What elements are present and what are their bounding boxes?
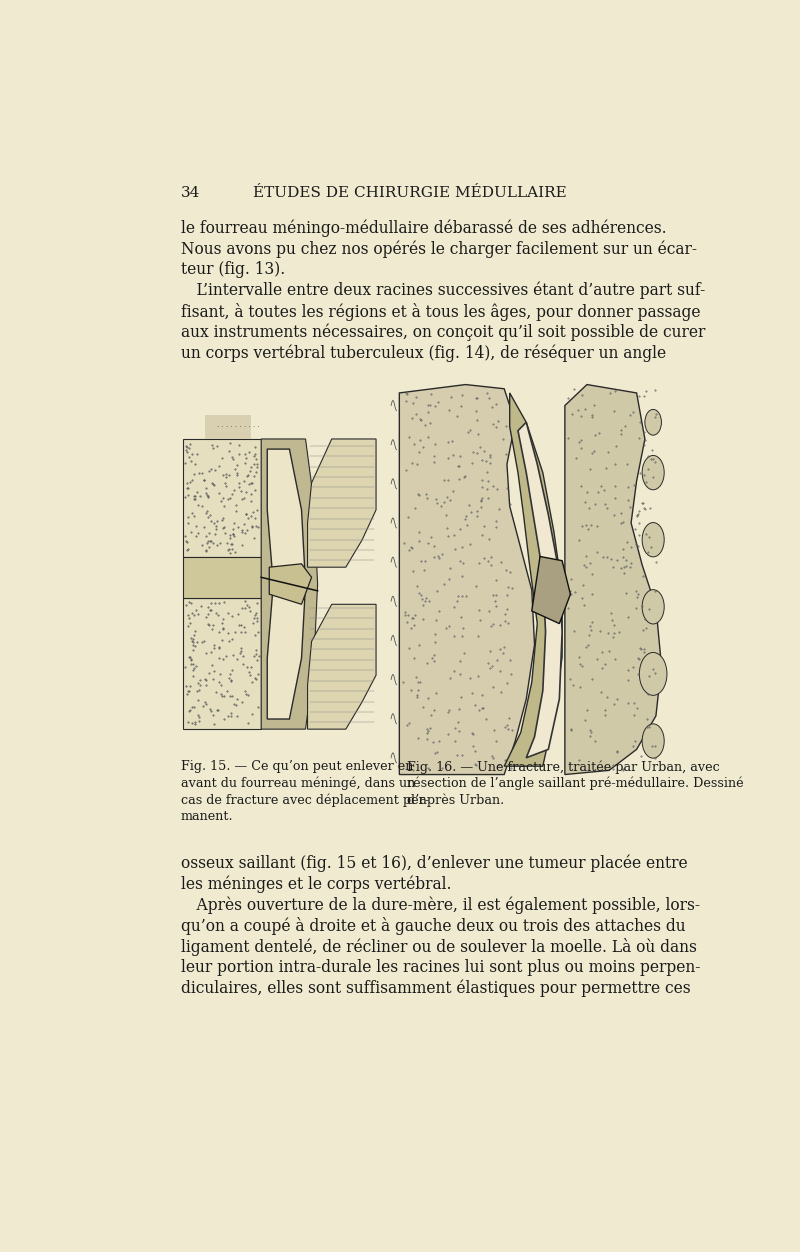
Text: les méninges et le corps vertébral.: les méninges et le corps vertébral. — [181, 875, 451, 893]
Polygon shape — [182, 557, 262, 597]
Polygon shape — [182, 439, 262, 557]
Text: L’intervalle entre deux racines successives étant d’autre part suf-: L’intervalle entre deux racines successi… — [181, 282, 705, 299]
Circle shape — [642, 456, 664, 490]
Text: Après ouverture de la dure-mère, il est également possible, lors-: Après ouverture de la dure-mère, il est … — [181, 896, 699, 914]
Polygon shape — [504, 393, 562, 766]
Text: aux instruments nécessaires, on conçoit qu’il soit possible de curer: aux instruments nécessaires, on conçoit … — [181, 323, 705, 341]
Text: Fig. 15. — Ce qu’on peut enlever en: Fig. 15. — Ce qu’on peut enlever en — [181, 760, 413, 774]
Text: leur portion intra-durale les racines lui sont plus ou moins perpen-: leur portion intra-durale les racines lu… — [181, 959, 700, 975]
Text: avant du fourreau méningé, dans un: avant du fourreau méningé, dans un — [181, 776, 415, 790]
Text: teur (fig. 13).: teur (fig. 13). — [181, 262, 285, 278]
Polygon shape — [399, 384, 534, 775]
Text: ligament dentelé, de récliner ou de soulever la moelle. Là où dans: ligament dentelé, de récliner ou de soul… — [181, 938, 697, 955]
Polygon shape — [205, 416, 251, 439]
Polygon shape — [182, 597, 262, 729]
Text: résection de l’angle saillant pré-médullaire. Dessiné: résection de l’angle saillant pré-médull… — [407, 776, 743, 790]
Circle shape — [642, 590, 664, 623]
Text: diculaires, elles sont suffisamment élastiques pour permettre ces: diculaires, elles sont suffisamment élas… — [181, 979, 690, 997]
Polygon shape — [532, 556, 570, 623]
Text: fisant, à toutes les régions et à tous les âges, pour donner passage: fisant, à toutes les régions et à tous l… — [181, 303, 700, 321]
Circle shape — [642, 724, 664, 759]
Text: d’après Urban.: d’après Urban. — [407, 794, 504, 806]
Text: un corps vertébral tuberculeux (fig. 14), de réséquer un angle: un corps vertébral tuberculeux (fig. 14)… — [181, 344, 666, 362]
Text: Fig. 16. — Une fracture, traitée par Urban, avec: Fig. 16. — Une fracture, traitée par Urb… — [407, 760, 720, 774]
Text: 34: 34 — [181, 185, 200, 200]
Text: qu’on a coupé à droite et à gauche deux ou trois des attaches du: qu’on a coupé à droite et à gauche deux … — [181, 918, 686, 935]
Polygon shape — [518, 422, 562, 757]
Text: le fourreau méningo-médullaire débarassé de ses adhérences.: le fourreau méningo-médullaire débarassé… — [181, 219, 666, 237]
Circle shape — [642, 522, 664, 557]
Polygon shape — [565, 384, 662, 775]
Text: manent.: manent. — [181, 810, 234, 823]
Text: Nous avons pu chez nos opérés le charger facilement sur un écar-: Nous avons pu chez nos opérés le charger… — [181, 240, 697, 258]
Text: osseux saillant (fig. 15 et 16), d’enlever une tumeur placée entre: osseux saillant (fig. 15 et 16), d’enlev… — [181, 855, 687, 873]
Polygon shape — [262, 439, 318, 729]
Text: ÉTUDES DE CHIRURGIE MÉDULLAIRE: ÉTUDES DE CHIRURGIE MÉDULLAIRE — [253, 185, 567, 200]
Polygon shape — [270, 563, 311, 605]
Polygon shape — [307, 439, 376, 567]
Circle shape — [639, 652, 667, 695]
Circle shape — [645, 409, 662, 436]
Text: cas de fracture avec déplacement per-: cas de fracture avec déplacement per- — [181, 794, 429, 806]
Polygon shape — [267, 449, 306, 719]
Text: . . . . . . . . . .: . . . . . . . . . . — [217, 422, 260, 428]
Polygon shape — [307, 605, 376, 729]
